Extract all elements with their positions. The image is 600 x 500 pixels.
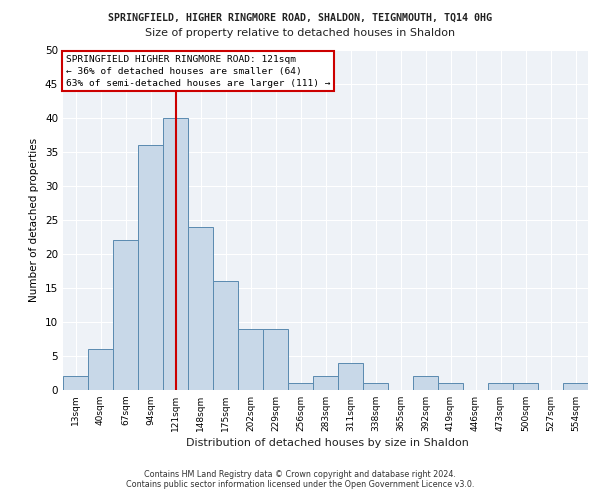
Bar bbox=[513, 383, 538, 390]
Bar bbox=[338, 363, 363, 390]
Bar bbox=[113, 240, 138, 390]
Text: Contains HM Land Registry data © Crown copyright and database right 2024.: Contains HM Land Registry data © Crown c… bbox=[144, 470, 456, 479]
Text: SPRINGFIELD HIGHER RINGMORE ROAD: 121sqm
← 36% of detached houses are smaller (6: SPRINGFIELD HIGHER RINGMORE ROAD: 121sqm… bbox=[65, 55, 330, 88]
Bar bbox=[413, 376, 438, 390]
Text: Distribution of detached houses by size in Shaldon: Distribution of detached houses by size … bbox=[185, 438, 469, 448]
Bar bbox=[88, 349, 113, 390]
Bar bbox=[313, 376, 338, 390]
Text: SPRINGFIELD, HIGHER RINGMORE ROAD, SHALDON, TEIGNMOUTH, TQ14 0HG: SPRINGFIELD, HIGHER RINGMORE ROAD, SHALD… bbox=[108, 12, 492, 22]
Bar bbox=[288, 383, 313, 390]
Bar bbox=[213, 281, 238, 390]
Text: Contains public sector information licensed under the Open Government Licence v3: Contains public sector information licen… bbox=[126, 480, 474, 489]
Bar bbox=[488, 383, 513, 390]
Bar bbox=[138, 145, 163, 390]
Bar bbox=[438, 383, 463, 390]
Bar bbox=[163, 118, 188, 390]
Bar bbox=[563, 383, 588, 390]
Bar bbox=[263, 329, 288, 390]
Bar bbox=[188, 227, 213, 390]
Bar bbox=[238, 329, 263, 390]
Bar bbox=[363, 383, 388, 390]
Text: Size of property relative to detached houses in Shaldon: Size of property relative to detached ho… bbox=[145, 28, 455, 38]
Y-axis label: Number of detached properties: Number of detached properties bbox=[29, 138, 40, 302]
Bar bbox=[63, 376, 88, 390]
